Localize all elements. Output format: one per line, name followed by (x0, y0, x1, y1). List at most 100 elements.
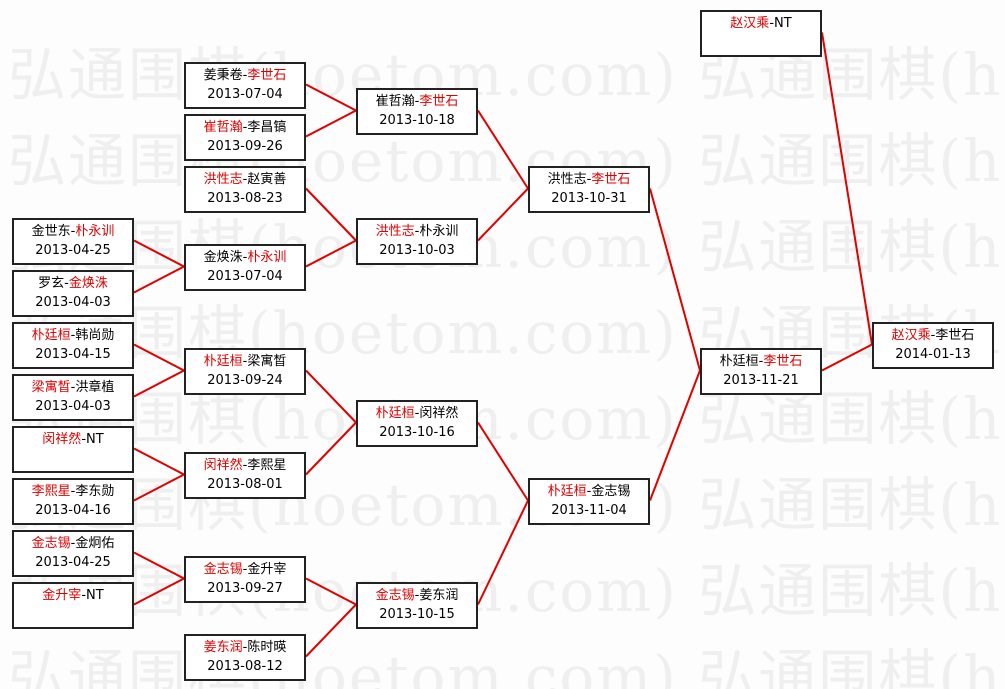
player-1: 闵祥然 (42, 432, 82, 447)
connector-line (133, 369, 185, 398)
player-1: 洪性志 (547, 172, 587, 187)
player-2: 梁寓晳 (247, 354, 287, 369)
match-players: 朴廷桓-韩尚勋 (14, 326, 132, 345)
separator: - (70, 484, 76, 499)
player-1: 姜东润 (203, 640, 243, 655)
separator: - (586, 484, 592, 499)
match-players: 金世东-朴永训 (14, 222, 132, 241)
separator: - (64, 276, 69, 291)
match-box: 洪性志-赵寅善 2013-08-23 (184, 166, 306, 213)
match-box: 姜东润-陈时暎 2013-08-12 (184, 634, 306, 681)
match-players: 金志锡-姜东润 (358, 586, 476, 605)
player-1: 朴廷桓 (375, 406, 415, 421)
match-players: 姜东润-陈时暎 (186, 638, 304, 657)
match-date: 2013-09-27 (207, 581, 283, 596)
separator: - (586, 172, 592, 187)
player-2: 李世石 (419, 94, 459, 109)
player-2: 洪章植 (75, 380, 115, 395)
match-players: 赵汉乘-NT (702, 14, 820, 33)
match-players: 洪性志-朴永训 (358, 222, 476, 241)
match-date: 2013-04-03 (35, 399, 111, 414)
separator: - (242, 640, 248, 655)
player-1: 朴廷桓 (31, 328, 71, 343)
separator: - (70, 380, 76, 395)
player-1: 金世东 (31, 224, 71, 239)
player-2: 金焕洙 (68, 276, 108, 291)
player-1: 金志锡 (31, 536, 71, 551)
player-1: 闵祥然 (203, 458, 243, 473)
player-2: NT (86, 588, 104, 603)
match-date: 2013-04-25 (35, 243, 111, 258)
match-players: 洪性志-李世石 (530, 170, 648, 189)
connector-line (305, 239, 357, 268)
match-date: 2013-10-31 (551, 191, 627, 206)
player-2: 李世石 (763, 354, 803, 369)
separator: - (414, 224, 420, 239)
separator: - (242, 458, 248, 473)
match-date: 2013-07-04 (207, 269, 283, 284)
player-1: 赵汉乘 (891, 328, 931, 343)
match-date: 2013-10-15 (379, 607, 455, 622)
match-date: 2013-10-03 (379, 243, 455, 258)
match-date: 2013-04-03 (35, 295, 111, 310)
match-box: 梁寓晳-洪章植 2013-04-03 (12, 374, 134, 421)
match-box: 闵祥然-李熙星 2013-08-01 (184, 452, 306, 499)
match-box: 闵祥然-NT (12, 426, 134, 473)
player-1: 赵汉乘 (730, 16, 770, 31)
match-players: 闵祥然-李熙星 (186, 456, 304, 475)
connector-line (649, 370, 701, 501)
match-players: 梁寓晳-洪章植 (14, 378, 132, 397)
connector-line (133, 551, 185, 580)
separator: - (242, 354, 248, 369)
player-1: 洪性志 (375, 224, 415, 239)
player-2: NT (774, 16, 792, 31)
match-date: 2013-04-25 (35, 555, 111, 570)
match-date: 2013-10-16 (379, 425, 455, 440)
player-1: 梁寓晳 (31, 380, 71, 395)
separator: - (70, 224, 76, 239)
connector-line (649, 188, 701, 371)
separator: - (242, 120, 248, 135)
match-players: 朴廷桓-梁寓晳 (186, 352, 304, 371)
player-1: 姜秉卷 (203, 68, 243, 83)
match-box: 姜秉卷-李世石 2013-07-04 (184, 62, 306, 109)
separator: - (81, 432, 87, 447)
match-box: 金志锡-姜东润 2013-10-15 (356, 582, 478, 629)
player-1: 李熙星 (31, 484, 71, 499)
match-box: 赵汉乘-NT (700, 10, 822, 57)
match-date: 2013-11-04 (551, 503, 627, 518)
match-date: 2013-11-21 (723, 373, 799, 388)
match-date: 2013-08-23 (207, 191, 283, 206)
player-1: 朴廷桓 (547, 484, 587, 499)
match-players: 金升宰-NT (14, 586, 132, 605)
connector-line (821, 343, 873, 372)
connector-line (133, 239, 185, 268)
match-players: 崔哲瀚-李世石 (358, 92, 476, 111)
match-box: 金世东-朴永训 2013-04-25 (12, 218, 134, 265)
match-players: 姜秉卷-李世石 (186, 66, 304, 85)
match-box: 朴廷桓-金志锡 2013-11-04 (528, 478, 650, 525)
connector-line (821, 32, 873, 345)
match-box: 金升宰-NT (12, 582, 134, 629)
player-2: 陈时暎 (247, 640, 287, 655)
match-box: 罗玄-金焕洙 2013-04-03 (12, 270, 134, 317)
match-players: 洪性志-赵寅善 (186, 170, 304, 189)
player-2: 李昌镐 (247, 120, 287, 135)
connector-line (477, 500, 529, 605)
separator: - (70, 536, 76, 551)
match-date: 2013-09-26 (207, 139, 283, 154)
match-players: 朴廷桓-闵祥然 (358, 404, 476, 423)
player-2: 李熙星 (247, 458, 287, 473)
player-2: 朴永训 (75, 224, 115, 239)
player-2: 赵寅善 (247, 172, 287, 187)
match-box: 崔哲瀚-李昌镐 2013-09-26 (184, 114, 306, 161)
match-date: 2013-08-01 (207, 477, 283, 492)
connector-line (133, 265, 185, 294)
connector-line (133, 577, 185, 606)
connector-line (133, 473, 185, 502)
match-box: 赵汉乘-李世石 2014-01-13 (872, 322, 994, 369)
connector-line (477, 421, 529, 502)
match-box: 李熙星-李东勋 2013-04-16 (12, 478, 134, 525)
match-box: 朴廷桓-韩尚勋 2013-04-15 (12, 322, 134, 369)
